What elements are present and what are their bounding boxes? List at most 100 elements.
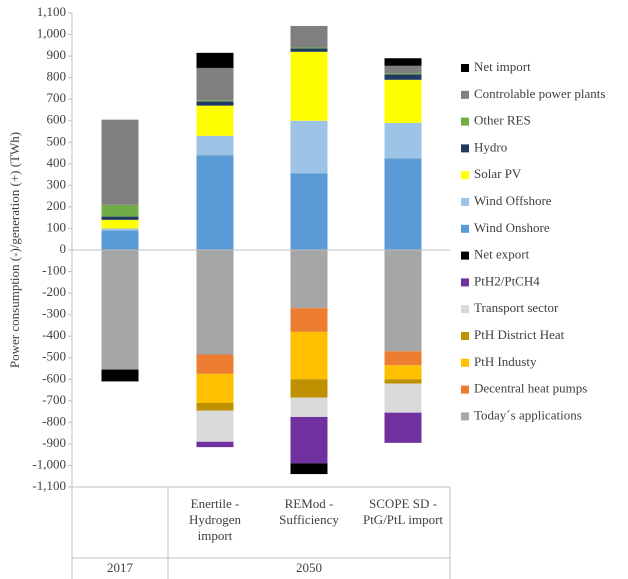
- bar-segment: [196, 105, 234, 136]
- bar-segment: [196, 52, 234, 68]
- bar-segment: [290, 51, 328, 121]
- legend-swatch: [461, 251, 469, 260]
- y-tick-label: 1,000: [37, 26, 66, 41]
- y-tick-label: -800: [42, 413, 66, 428]
- bar-segment: [196, 155, 234, 250]
- legend-swatch: [461, 90, 469, 99]
- y-tick-label: -1,100: [32, 478, 66, 493]
- bar-segment: [101, 219, 139, 229]
- legend-swatch: [461, 385, 469, 394]
- y-tick-label: 0: [60, 241, 67, 256]
- bar-segment: [384, 122, 422, 159]
- bar-segment: [101, 230, 139, 250]
- bar-segment: [384, 250, 422, 352]
- legend-label: PtH2/PtCH4: [474, 273, 540, 288]
- legend-swatch: [461, 171, 469, 180]
- legend-label: Wind Offshore: [474, 193, 552, 208]
- bar-segment: [290, 48, 328, 52]
- legend-swatch: [461, 117, 469, 126]
- bar-segment: [196, 100, 234, 102]
- y-axis-label: Power consumption (-)/generation (+) (TW…: [7, 132, 22, 368]
- legend-label: Controlable power plants: [474, 86, 605, 101]
- x-tick-label: SCOPE SD - PtG/PtL import: [362, 496, 444, 527]
- bar-segment: [290, 173, 328, 250]
- bar-segment: [196, 354, 234, 374]
- y-tick-label: -1,000: [32, 456, 66, 471]
- x-tick-label: Enertile - Hydrogen import: [189, 496, 241, 543]
- legend-swatch: [461, 224, 469, 233]
- bar-segment: [196, 373, 234, 403]
- bar-segment: [384, 79, 422, 123]
- legend-label: Hydro: [474, 139, 507, 154]
- bar-segment: [290, 397, 328, 417]
- legend-swatch: [461, 358, 469, 367]
- legend-swatch: [461, 412, 469, 421]
- legend-label: PtH Industy: [474, 354, 537, 369]
- legend-label: Net import: [474, 59, 531, 74]
- y-tick-label: -300: [42, 306, 66, 321]
- legend-label: Decentral heat pumps: [474, 381, 587, 396]
- bar-segment: [290, 250, 328, 309]
- legend-swatch: [461, 278, 469, 287]
- legend-label: Transport sector: [474, 300, 559, 315]
- bar-segment: [290, 120, 328, 174]
- y-tick-label: -700: [42, 392, 66, 407]
- y-tick-label: 100: [47, 219, 67, 234]
- y-tick-label: -400: [42, 327, 66, 342]
- y-tick-label: -100: [42, 263, 66, 278]
- bar-segment: [384, 379, 422, 384]
- bar-segment: [290, 25, 328, 48]
- bar-segment: [290, 331, 328, 380]
- bar-segment: [384, 412, 422, 443]
- legend-swatch: [461, 332, 469, 340]
- bar-segment: [101, 216, 139, 220]
- legend-label: Wind Onshore: [474, 220, 550, 235]
- bar-segment: [196, 67, 234, 101]
- bar-segment: [384, 65, 422, 74]
- legend-swatch: [461, 198, 469, 206]
- bar-segment: [196, 402, 234, 411]
- bar-segment: [290, 379, 328, 398]
- bar-segment: [384, 365, 422, 380]
- bar-segment: [290, 416, 328, 464]
- legend-label: Net export: [474, 247, 530, 262]
- bar-segment: [384, 383, 422, 413]
- y-tick-label: 700: [47, 90, 67, 105]
- bar-segment: [101, 119, 139, 205]
- y-tick-label: -900: [42, 435, 66, 450]
- y-tick-label: -500: [42, 349, 66, 364]
- bar-segment: [196, 101, 234, 106]
- bar-segment: [384, 73, 422, 75]
- bar-segment: [196, 410, 234, 442]
- legend-label: Other RES: [474, 113, 531, 128]
- legend-swatch: [461, 144, 469, 153]
- bar-segment: [101, 369, 139, 382]
- bar-segment: [384, 351, 422, 366]
- bar-segment: [101, 250, 139, 370]
- bar-segment: [290, 308, 328, 332]
- group-label: 2050: [296, 560, 322, 575]
- bar-segment: [196, 250, 234, 355]
- group-label: 2017: [107, 560, 134, 575]
- x-tick-label: REMod - Sufficiency: [279, 496, 339, 527]
- y-tick-label: 600: [47, 112, 67, 127]
- bar-segment: [290, 47, 328, 49]
- legend-swatch: [461, 64, 469, 72]
- bar-segment: [196, 441, 234, 448]
- bar-segment: [101, 204, 139, 217]
- bar-segment: [196, 135, 234, 156]
- y-tick-label: 300: [47, 176, 67, 191]
- y-tick-label: 200: [47, 198, 67, 213]
- y-tick-label: 900: [47, 47, 67, 62]
- y-tick-label: 400: [47, 155, 67, 170]
- bar-segment: [101, 228, 139, 231]
- legend-label: Solar PV: [474, 166, 522, 181]
- bar-segment: [384, 58, 422, 66]
- legend-label: PtH District Heat: [474, 327, 565, 342]
- y-tick-label: -600: [42, 370, 66, 385]
- legend-swatch: [461, 305, 469, 314]
- y-tick-label: 1,100: [37, 4, 66, 19]
- y-tick-label: 500: [47, 133, 67, 148]
